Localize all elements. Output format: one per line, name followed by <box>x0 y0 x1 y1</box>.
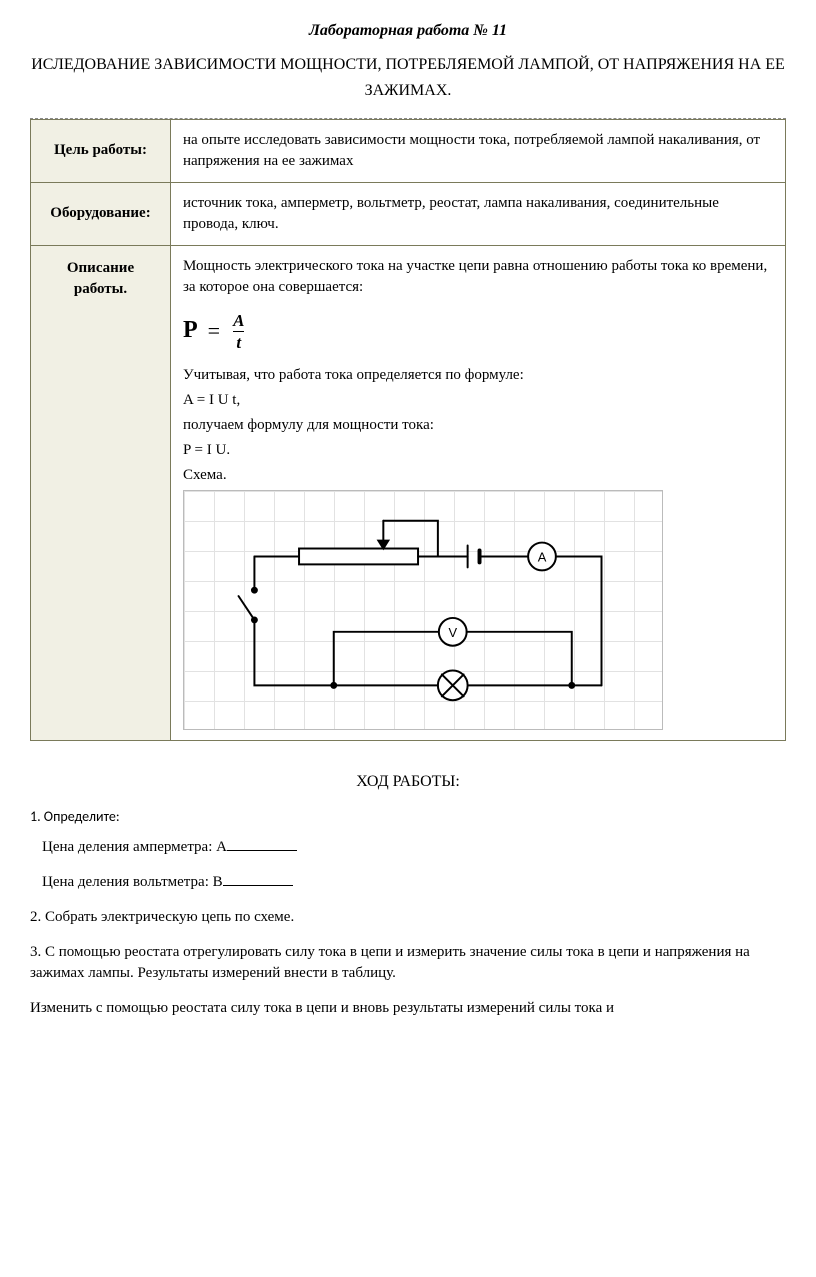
step-1a: Цена деления амперметра: А <box>42 837 786 858</box>
step-extra: Изменить с помощью реостата силу тока в … <box>30 998 786 1019</box>
circuit-diagram: A V <box>183 490 663 730</box>
lab-number: Лабораторная работа № 11 <box>30 20 786 42</box>
step-1b: Цена деления вольтметра: В <box>42 872 786 893</box>
formula-P-symbol: P <box>183 314 198 348</box>
equipment-text: источник тока, амперметр, вольтметр, рео… <box>171 182 786 245</box>
formula-eq: = <box>208 316 220 347</box>
desc-p1: Мощность электрического тока на участке … <box>183 256 773 298</box>
wire <box>556 556 602 685</box>
wire <box>334 631 439 685</box>
table-row: Описание работы. Мощность электрического… <box>31 245 786 740</box>
ammeter-label: A <box>538 549 547 564</box>
formula-denominator: t <box>233 331 244 351</box>
desc-p5: P = I U. <box>183 440 773 461</box>
rheostat-icon <box>299 548 418 564</box>
equipment-label: Оборудование: <box>31 182 171 245</box>
voltmeter-label: V <box>448 624 457 639</box>
wire <box>467 631 572 685</box>
table-row: Цель работы: на опыте исследовать зависи… <box>31 119 786 182</box>
table-row: Оборудование: источник тока, амперметр, … <box>31 182 786 245</box>
step-1b-text: Цена деления вольтметра: В <box>42 874 223 890</box>
junction-node <box>569 682 574 687</box>
goal-label: Цель работы: <box>31 119 171 182</box>
blank-field[interactable] <box>227 837 297 851</box>
goal-text: на опыте исследовать зависимости мощност… <box>171 119 786 182</box>
desc-p3: A = I U t, <box>183 390 773 411</box>
step-1a-text: Цена деления амперметра: А <box>42 839 227 855</box>
desc-p4: получаем формулу для мощности тока: <box>183 415 773 436</box>
circuit-svg: A V <box>184 491 662 729</box>
step-2: 2. Собрать электрическую цепь по схеме. <box>30 907 786 928</box>
step-3: 3. С помощью реостата отрегулировать сил… <box>30 942 786 984</box>
description-label: Описание работы. <box>31 245 171 740</box>
switch-blade <box>239 596 255 620</box>
desc-schema-label: Схема. <box>183 465 773 486</box>
description-cell: Мощность электрического тока на участке … <box>171 245 786 740</box>
rheostat-arrow-head <box>378 540 388 548</box>
formula-numerator: A <box>230 312 247 331</box>
formula-power: P = A t <box>183 312 773 351</box>
procedure-title: ХОД РАБОТЫ: <box>30 771 786 793</box>
desc-p2: Учитывая, что работа тока определяется п… <box>183 365 773 386</box>
step-1-label: 1. Определите: <box>30 807 786 827</box>
blank-field[interactable] <box>223 872 293 886</box>
formula-fraction: A t <box>230 312 247 351</box>
junction-node <box>331 682 336 687</box>
wire <box>254 619 437 684</box>
main-title: ИСЛЕДОВАНИЕ ЗАВИСИМОСТИ МОЩНОСТИ, ПОТРЕБ… <box>30 52 786 103</box>
info-table: Цель работы: на опыте исследовать зависи… <box>30 119 786 741</box>
